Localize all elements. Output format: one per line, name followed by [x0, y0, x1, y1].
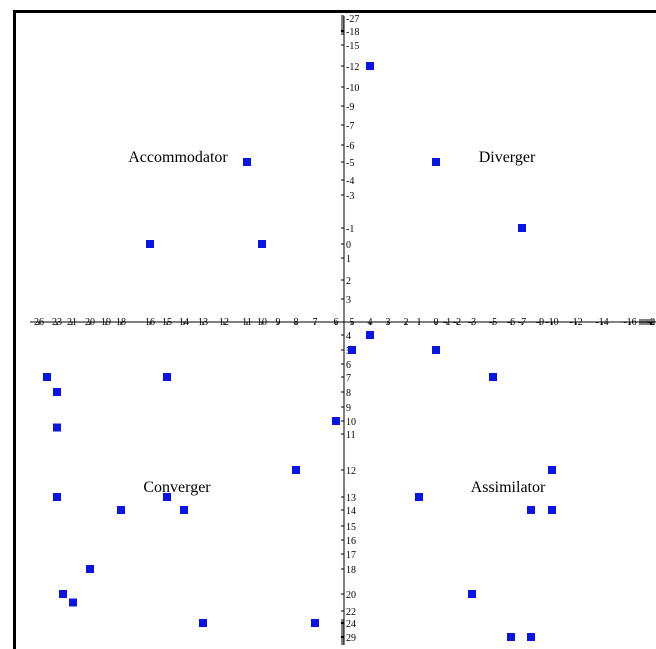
data-point: [332, 417, 340, 425]
data-point: [348, 346, 356, 354]
data-point: [292, 466, 300, 474]
y-tick-label: 3: [346, 295, 351, 306]
top-border: [13, 10, 656, 13]
data-point: [146, 240, 154, 248]
y-tick-label: 4: [346, 331, 351, 342]
data-point: [180, 506, 188, 514]
y-tick-label: -15: [346, 41, 359, 52]
y-tick-label: 16: [346, 536, 356, 547]
y-tick-label: 1: [346, 254, 351, 265]
y-tick-label: 14: [346, 506, 356, 517]
data-point: [548, 506, 556, 514]
quadrant-label-accommodator: Accommodator: [128, 149, 228, 166]
y-tick-label: -9: [346, 102, 354, 113]
data-point: [243, 158, 251, 166]
y-tick-label: 17: [346, 550, 356, 561]
data-point: [53, 388, 61, 396]
left-border: [13, 10, 16, 649]
y-tick-label: 11: [346, 430, 356, 441]
data-point: [507, 633, 515, 641]
data-point: [163, 493, 171, 501]
data-point: [53, 493, 61, 501]
y-tick-label: 0: [346, 240, 351, 251]
data-point: [258, 240, 266, 248]
y-tick-label: 18: [346, 565, 356, 576]
y-tick-group: -27-18-15-12-10-9-7-6-5-4-3-101234567891…: [341, 14, 359, 645]
y-tick-label: -10: [346, 83, 359, 94]
y-tick-label: -7: [346, 121, 354, 132]
y-tick-label: -12: [346, 62, 359, 73]
quadrant-label-diverger: Diverger: [479, 149, 536, 166]
y-tick-label: 10: [346, 417, 356, 428]
data-point: [163, 373, 171, 381]
y-tick-label: 8: [346, 388, 351, 399]
y-tick-label: -1: [346, 224, 354, 235]
y-tick-label: 24: [346, 619, 356, 630]
y-tick-label: 2: [346, 276, 351, 287]
data-point: [311, 619, 319, 627]
y-tick-label: -6: [346, 141, 354, 152]
data-point: [518, 224, 526, 232]
x-tick-group: 262321201918161514131211109876543210-1-2…: [34, 317, 655, 328]
data-point: [489, 373, 497, 381]
y-tick-label: 7: [346, 373, 351, 384]
data-point: [117, 506, 125, 514]
data-point: [366, 62, 374, 70]
y-tick-label: 29: [346, 633, 356, 644]
y-tick-label: -27: [346, 14, 359, 25]
y-tick-label: 12: [346, 466, 356, 477]
y-tick-label: 9: [346, 403, 351, 414]
y-tick-label: -18: [346, 27, 359, 38]
y-tick-label: -3: [346, 191, 354, 202]
y-tick-label: -5: [346, 158, 354, 169]
data-point: [415, 493, 423, 501]
data-point: [527, 506, 535, 514]
data-point: [527, 633, 535, 641]
y-tick-label: -4: [346, 176, 354, 187]
y-tick-label: 20: [346, 590, 356, 601]
data-point: [43, 373, 51, 381]
data-point: [53, 423, 61, 432]
y-tick-label: 22: [346, 607, 356, 618]
data-point: [59, 590, 67, 598]
data-point: [432, 158, 440, 166]
y-tick-label: 13: [346, 493, 356, 504]
data-point: [69, 598, 77, 607]
y-tick-label: 6: [346, 360, 351, 371]
data-point: [366, 331, 374, 339]
data-point: [432, 346, 440, 354]
data-point: [468, 590, 476, 598]
data-point: [86, 565, 94, 573]
y-tick-label: 15: [346, 522, 356, 533]
quadrant-label-converger: Converger: [143, 479, 211, 496]
data-point: [548, 466, 556, 474]
quadrant-label-assimilator: Assimilator: [471, 479, 546, 496]
data-point: [199, 619, 207, 627]
points-group: [43, 62, 556, 641]
